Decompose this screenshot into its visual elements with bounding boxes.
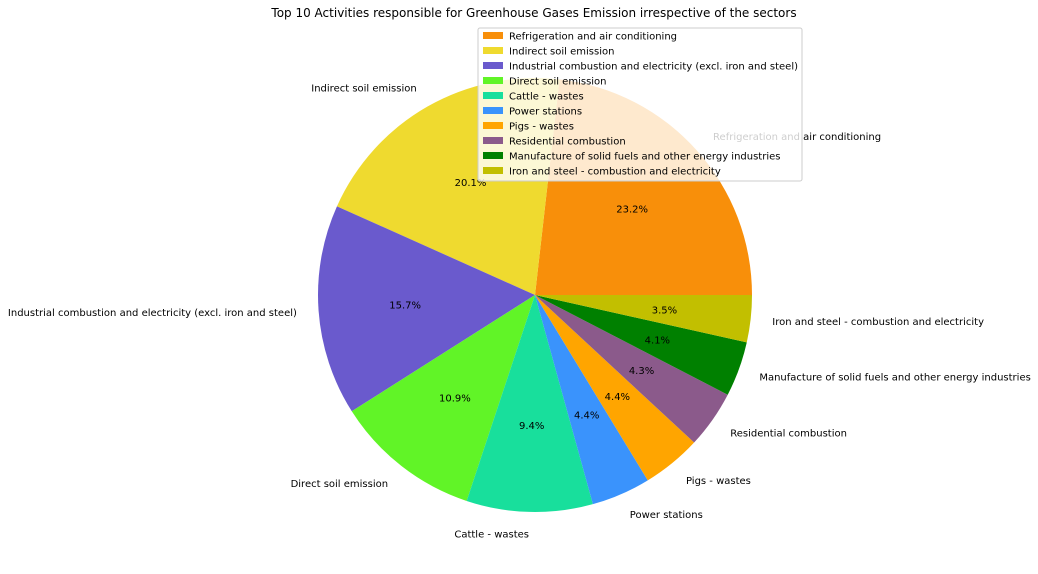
percent-label-3: 10.9% [439,394,471,405]
pie-slice-2 [318,206,535,412]
legend: Refrigeration and air conditioning Indire… [477,27,803,182]
pie-slice-5 [535,295,648,505]
legend-label-0: Refrigeration and air conditioning [509,32,677,43]
percent-label-8: 4.1% [645,335,670,346]
percent-label-0: 23.2% [616,204,648,215]
pie-slice-8 [535,295,747,395]
legend-label-9: Iron and steel - combustion and electric… [509,167,721,178]
legend-label-2: Industrial combustion and electricity (e… [509,62,798,73]
legend-label-5: Power stations [509,107,582,118]
percent-label-4: 9.4% [519,421,544,432]
legend-swatch-7 [483,137,503,144]
slice-label-3: Direct soil emission [291,479,389,490]
percent-labels: 23.2% 20.1% 15.7% 10.9% 9.4% 4.4% 4.4% 4.3% 4.1%… [389,178,677,432]
legend-swatch-3 [483,77,503,84]
pie-slice-4 [466,295,593,512]
legend-label-7: Residential combustion [509,137,626,148]
slice-label-7: Residential combustion [730,428,847,439]
legend-label-4: Cattle - wastes [509,92,584,103]
legend-swatch-8 [483,152,503,159]
legend-label-8: Manufacture of solid fuels and other ene… [509,152,780,163]
legend-box [477,27,803,182]
legend-swatch-4 [483,92,503,99]
pie-slice-3 [351,295,535,501]
slice-label-6: Pigs - wastes [686,476,751,487]
legend-swatch-5 [483,107,503,114]
percent-label-9: 3.5% [652,305,677,316]
slice-label-9: Iron and steel - combustion and electric… [772,317,984,328]
legend-swatch-0 [483,32,503,39]
legend-label-3: Direct soil emission [509,77,607,88]
percent-label-5: 4.4% [574,410,599,421]
slice-label-2: Industrial combustion and electricity (e… [8,308,297,319]
legend-swatch-2 [483,62,503,69]
percent-label-1: 20.1% [455,178,487,189]
percent-label-6: 4.4% [605,392,630,403]
slice-label-5: Power stations [630,510,703,521]
legend-swatch-6 [483,122,503,129]
percent-label-2: 15.7% [389,300,421,311]
legend-swatch-9 [483,167,503,174]
legend-label-1: Indirect soil emission [509,47,614,58]
percent-label-7: 4.3% [629,366,654,377]
legend-swatch-1 [483,47,503,54]
legend-label-6: Pigs - wastes [509,122,574,133]
pie-slice-9 [535,295,752,343]
chart-title: Top 10 Activities responsible for Greenh… [270,6,796,20]
pie-slice-7 [535,295,728,443]
pie-slice-6 [535,295,695,481]
slice-label-4: Cattle - wastes [454,530,529,541]
slice-label-8: Manufacture of solid fuels and other ene… [759,373,1030,384]
slice-label-1: Indirect soil emission [311,84,416,95]
